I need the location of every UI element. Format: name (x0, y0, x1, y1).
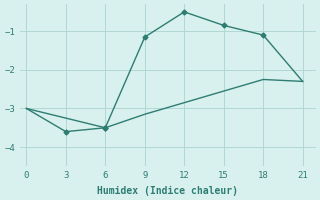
X-axis label: Humidex (Indice chaleur): Humidex (Indice chaleur) (97, 186, 238, 196)
